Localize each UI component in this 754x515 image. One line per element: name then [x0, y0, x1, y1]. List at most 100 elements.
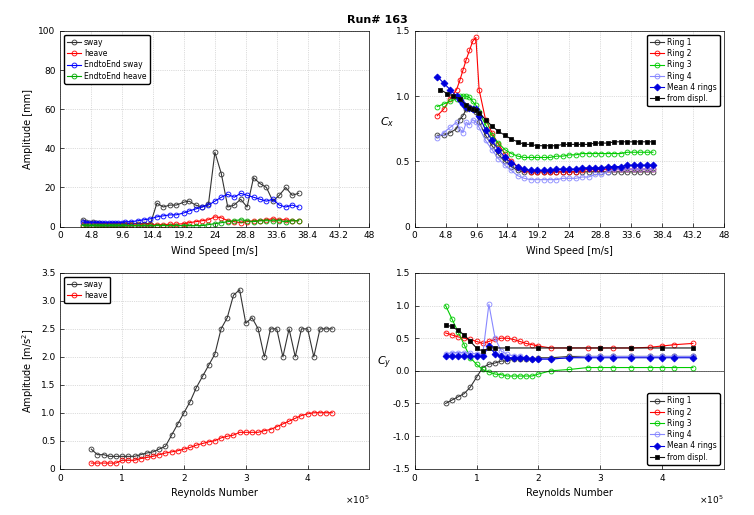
Ring 3	[688, 365, 697, 371]
Ring 4	[558, 175, 567, 181]
Legend: Ring 1, Ring 2, Ring 3, Ring 4, Mean 4 rings, from displ.: Ring 1, Ring 2, Ring 3, Ring 4, Mean 4 r…	[648, 393, 720, 465]
sway	[322, 326, 331, 332]
heave	[303, 411, 312, 417]
Ring 1	[461, 106, 470, 112]
heave	[315, 409, 324, 416]
EndtoEnd heave	[198, 222, 207, 229]
EndtoEnd heave	[172, 222, 181, 229]
Ring 1	[441, 400, 450, 406]
EndtoEnd sway	[94, 219, 103, 226]
Ring 3	[501, 147, 510, 153]
heave	[268, 216, 277, 222]
Ring 3	[610, 150, 619, 157]
Ring 3	[603, 150, 612, 157]
Mean 4 rings	[534, 356, 543, 362]
Ring 2	[623, 166, 632, 173]
heave	[287, 218, 296, 224]
Ring 2	[509, 336, 518, 342]
heave	[133, 222, 142, 228]
Ring 3	[503, 373, 512, 379]
sway	[172, 202, 181, 208]
Ring 4	[520, 175, 529, 181]
Mean 4 rings	[446, 87, 455, 93]
Ring 1	[670, 353, 679, 359]
Ring 4	[623, 166, 632, 173]
Ring 2	[446, 96, 455, 102]
Ring 1	[509, 356, 518, 362]
Ring 1	[528, 356, 537, 362]
Ring 1	[468, 106, 477, 112]
Ring 2	[603, 166, 612, 173]
EndtoEnd sway	[107, 219, 116, 226]
EndtoEnd heave	[78, 222, 87, 229]
EndtoEnd sway	[98, 219, 107, 226]
sway	[278, 354, 287, 360]
Ring 2	[670, 341, 679, 348]
EndtoEnd sway	[152, 214, 161, 220]
from displ.	[572, 141, 581, 147]
Ring 3	[584, 365, 593, 371]
EndtoEnd heave	[223, 218, 232, 225]
heave	[253, 429, 262, 435]
EndtoEnd sway	[243, 192, 252, 198]
EndtoEnd heave	[268, 218, 277, 224]
Line: Ring 4: Ring 4	[443, 302, 695, 362]
Ring 1	[481, 132, 490, 139]
heave	[198, 440, 207, 447]
Ring 4	[534, 356, 543, 362]
Ring 4	[688, 353, 697, 359]
Ring 1	[439, 132, 448, 139]
Text: $\times 10^5$: $\times 10^5$	[345, 494, 369, 506]
Ring 2	[433, 113, 442, 119]
Mean 4 rings	[629, 162, 638, 168]
Ring 2	[474, 87, 483, 93]
Mean 4 rings	[494, 147, 503, 153]
EndtoEnd heave	[230, 218, 239, 224]
from displ.	[481, 116, 490, 123]
Ring 2	[471, 35, 480, 41]
EndtoEnd sway	[223, 191, 232, 197]
Text: $\times 10^5$: $\times 10^5$	[699, 494, 724, 506]
Ring 2	[455, 77, 464, 83]
Ring 2	[461, 57, 470, 63]
from displ.	[436, 87, 445, 93]
Ring 3	[642, 149, 651, 156]
sway	[223, 204, 232, 210]
Ring 1	[497, 358, 506, 364]
Ring 3	[558, 153, 567, 159]
Ring 2	[565, 345, 574, 351]
Ring 1	[433, 132, 442, 139]
sway	[117, 220, 126, 227]
heave	[210, 214, 219, 220]
Ring 2	[501, 150, 510, 157]
Ring 1	[565, 353, 574, 359]
from displ.	[532, 143, 541, 149]
Ring 4	[452, 119, 461, 125]
Ring 1	[627, 353, 636, 359]
sway	[191, 202, 200, 208]
X-axis label: Reynolds Number: Reynolds Number	[526, 488, 613, 498]
EndtoEnd sway	[81, 219, 90, 226]
Ring 2	[648, 166, 657, 173]
Mean 4 rings	[468, 106, 477, 112]
from displ.	[513, 139, 523, 145]
Y-axis label: Amplitude [mm]: Amplitude [mm]	[23, 89, 32, 169]
heave	[98, 222, 107, 228]
EndtoEnd heave	[159, 222, 168, 229]
from displ.	[534, 345, 543, 351]
Ring 1	[648, 169, 657, 175]
Ring 4	[584, 174, 593, 180]
Ring 4	[597, 171, 606, 178]
Mean 4 rings	[532, 167, 541, 174]
from displ.	[688, 345, 697, 351]
Line: Ring 3: Ring 3	[443, 303, 695, 379]
EndtoEnd sway	[191, 206, 200, 212]
Ring 4	[636, 166, 645, 173]
heave	[117, 222, 126, 228]
Line: Ring 1: Ring 1	[443, 354, 695, 406]
EndtoEnd heave	[243, 218, 252, 224]
Ring 1	[484, 361, 493, 367]
Ring 1	[534, 355, 543, 361]
Ring 3	[526, 154, 535, 161]
Mean 4 rings	[657, 355, 667, 361]
